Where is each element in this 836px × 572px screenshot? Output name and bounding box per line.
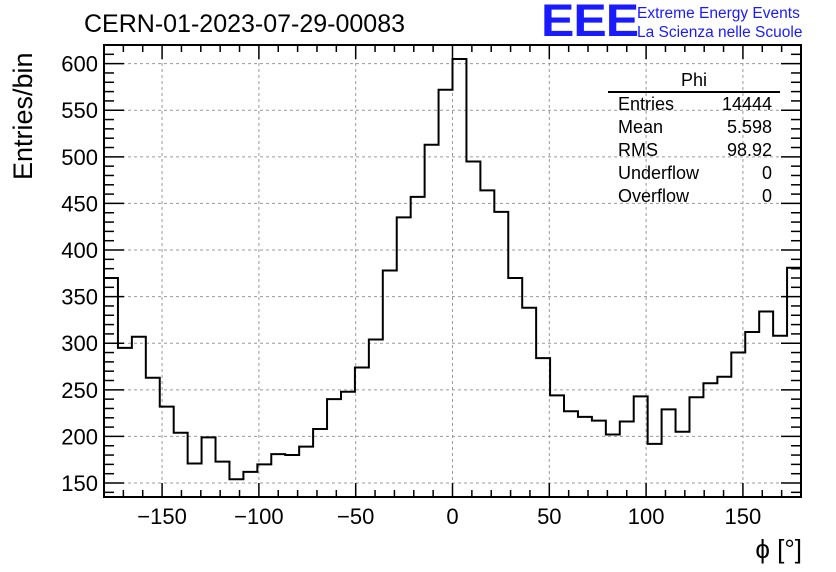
axis-ticks [104,44,801,497]
x-tick-label: 100 [628,504,665,529]
x-tick-label: 0 [446,504,458,529]
logo-caption: Extreme Energy Events La Scienza nelle S… [637,4,802,42]
stats-row-entries: Entries 14444 [608,93,780,116]
stats-row-rms: RMS 98.92 [608,139,780,162]
histogram-step-line [104,57,801,481]
grid-lines [104,45,801,497]
y-tick-label: 500 [61,145,98,170]
stats-box: Phi Entries 14444 Mean 5.598 RMS 98.92 U… [608,70,780,208]
x-tick-label: −150 [137,504,187,529]
stats-title: Phi [608,70,780,93]
stats-label: RMS [618,140,658,160]
y-axis-label: Entries/bin [8,52,38,180]
y-tick-label: 450 [61,191,98,216]
x-axis-label: ϕ [°] [755,534,802,564]
stats-value: 0 [761,186,772,206]
logo-line-1: Extreme Energy Events [637,5,800,22]
stats-row-underflow: Underflow 0 [608,162,780,185]
y-tick-label: 300 [61,331,98,356]
stats-value: 98.92 [726,140,772,160]
stats-value: 0 [761,163,772,183]
stats-value: 14444 [721,94,772,114]
stats-label: Entries [618,94,675,114]
stats-label: Underflow [618,163,700,183]
y-tick-label: 400 [61,238,98,263]
eee-logo: EEE [541,0,639,46]
y-tick-label: 250 [61,378,98,403]
tick-labels: −150 −100 −50 0 50 100 150 150 200 250 300 350 400 45… [61,52,761,529]
x-tick-label: 50 [537,504,561,529]
stats-label: Mean [618,117,664,137]
stats-row-mean: Mean 5.598 [608,116,780,139]
y-tick-label: 600 [61,52,98,77]
stats-row-overflow: Overflow 0 [608,185,780,208]
chart-title: CERN-01-2023-07-29-00083 [84,10,406,38]
x-tick-label: −100 [234,504,284,529]
x-tick-label: −50 [337,504,374,529]
logo-line-2: La Scienza nelle Scuole [637,24,803,41]
x-tick-label: 150 [725,504,762,529]
y-tick-label: 150 [61,471,98,496]
stats-label: Overflow [618,186,690,206]
y-tick-label: 550 [61,98,98,123]
stats-value: 5.598 [726,117,772,137]
y-tick-label: 200 [61,424,98,449]
y-tick-label: 350 [61,285,98,310]
